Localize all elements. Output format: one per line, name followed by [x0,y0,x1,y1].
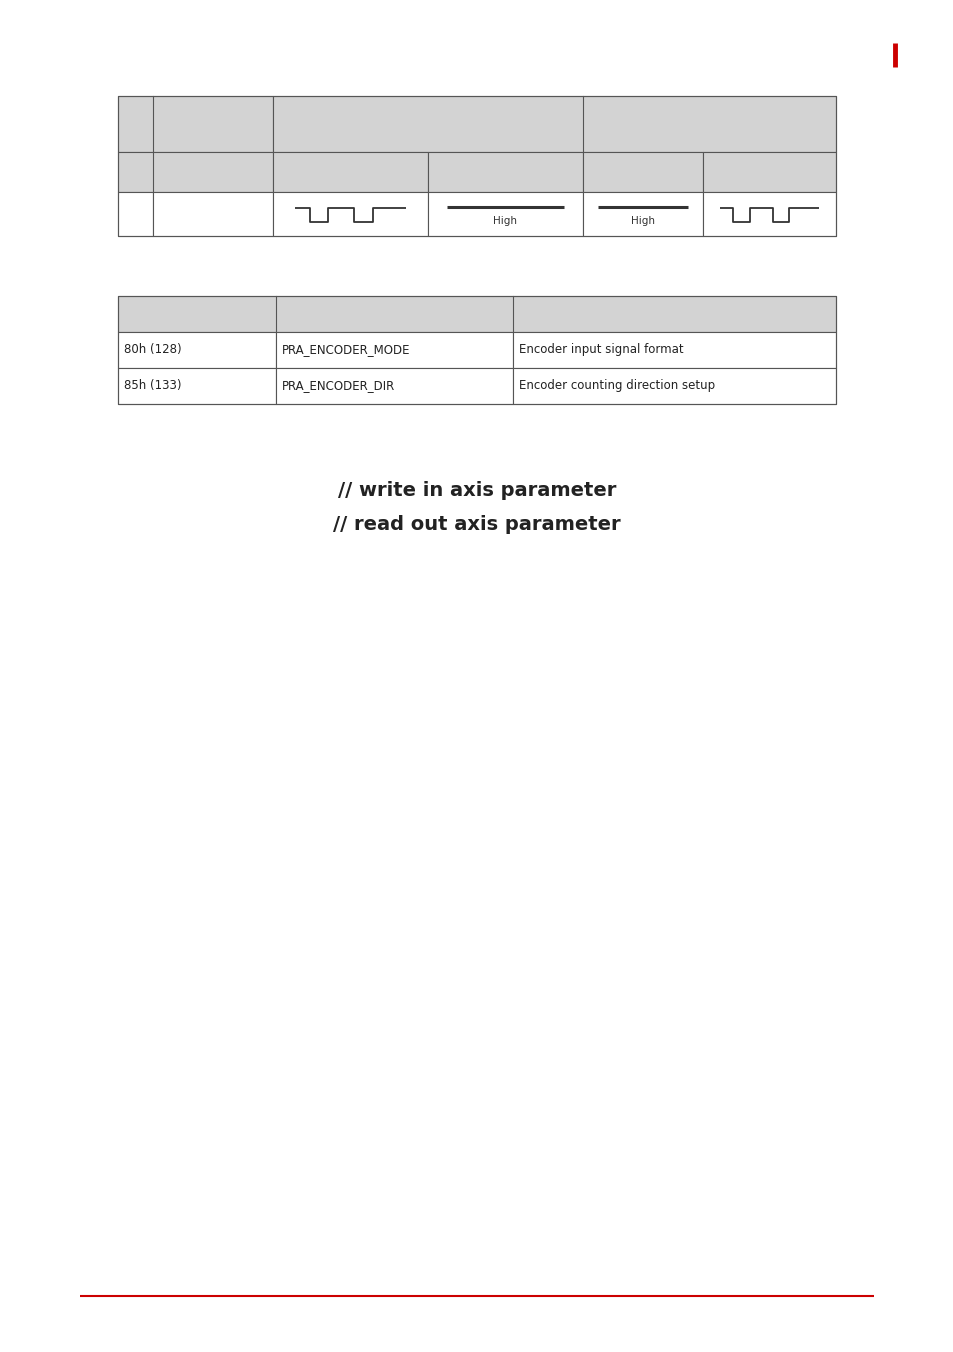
Text: High: High [630,216,655,226]
Bar [118,96,835,237]
Text: High: High [493,216,517,226]
Text: 80h (128): 80h (128) [124,343,181,357]
Bar [118,96,273,151]
Bar [118,151,273,192]
Bar [275,368,513,404]
Bar [273,151,428,192]
Bar [118,333,275,368]
Bar [273,96,835,151]
Text: PRA_ENCODER_DIR: PRA_ENCODER_DIR [282,380,395,392]
Bar [118,192,152,237]
Bar [513,368,835,404]
Bar [273,192,428,237]
Bar [582,151,702,192]
Text: 85h (133): 85h (133) [124,380,181,392]
Text: // write in axis parameter: // write in axis parameter [337,480,616,499]
Text: Encoder input signal format: Encoder input signal format [518,343,683,357]
Bar [702,151,835,192]
Bar [582,192,702,237]
Bar [428,151,582,192]
Bar [118,368,275,404]
Bar [118,296,835,333]
Text: PRA_ENCODER_MODE: PRA_ENCODER_MODE [282,343,410,357]
Bar [513,333,835,368]
Bar [428,192,582,237]
Text: Encoder counting direction setup: Encoder counting direction setup [518,380,715,392]
Text: // read out axis parameter: // read out axis parameter [333,515,620,534]
Bar [275,333,513,368]
Bar [702,192,835,237]
Bar [118,296,835,404]
Bar [152,192,273,237]
